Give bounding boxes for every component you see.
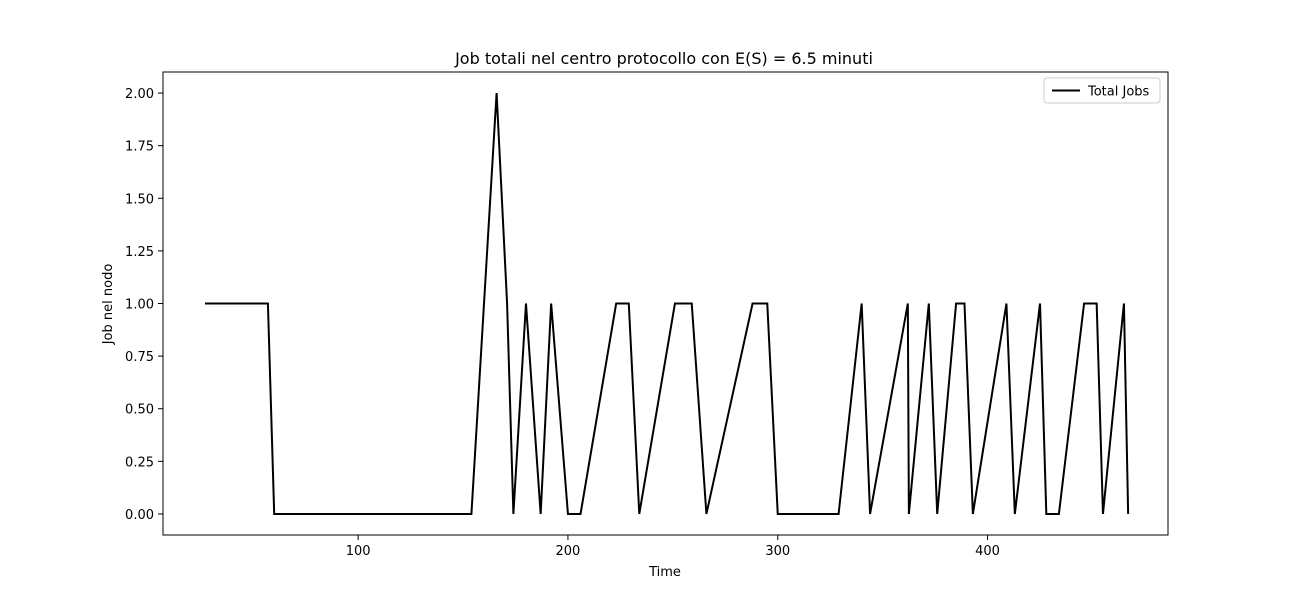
plot-frame: [162, 71, 1169, 536]
y-tick-label: 0.75: [125, 350, 154, 365]
y-tick-label: 1.00: [125, 298, 154, 313]
legend-box: [1043, 77, 1161, 104]
x-tick-label: 300: [765, 544, 790, 559]
x-tick-label: 400: [975, 544, 1000, 559]
plot-area: [162, 71, 1169, 536]
y-tick-label: 0.50: [125, 403, 154, 418]
x-axis-label: Time: [648, 565, 681, 580]
x-tick-label: 200: [556, 544, 581, 559]
y-axis-label: Job nel nodo: [101, 264, 116, 346]
y-axis: 0.00 0.25 0.50 0.75 1.00 1.25 1.50 1.75 2.00: [125, 87, 163, 523]
y-tick-label: 0.25: [125, 455, 154, 470]
y-tick-label: 1.50: [125, 192, 154, 207]
y-tick-label: 0.00: [125, 508, 154, 523]
series-line-0: [204, 92, 1130, 515]
legend-label: Total Jobs: [1087, 85, 1150, 100]
x-axis: 100 200 300 400: [346, 535, 1000, 559]
x-tick-label: 100: [346, 544, 371, 559]
y-tick-label: 1.25: [125, 245, 154, 260]
legend: Total Jobs: [1043, 77, 1161, 104]
y-tick-label: 1.75: [125, 140, 154, 155]
y-tick-label: 2.00: [125, 87, 154, 102]
chart-title: Job totali nel centro protocollo con E(S…: [454, 49, 873, 68]
